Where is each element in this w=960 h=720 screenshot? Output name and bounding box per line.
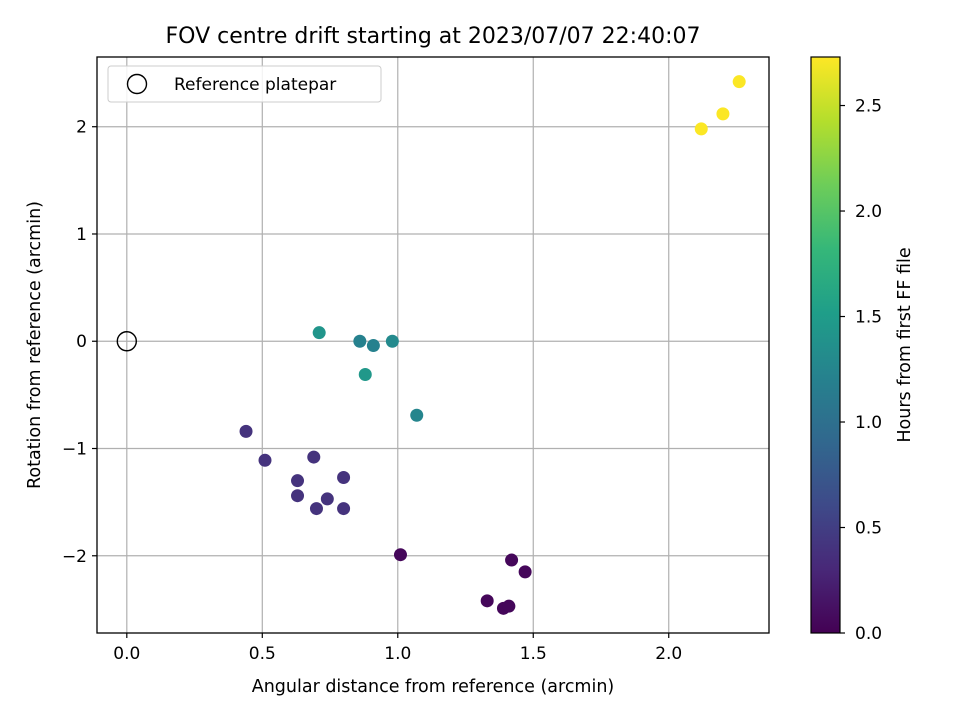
data-point bbox=[258, 453, 272, 467]
data-point bbox=[502, 599, 516, 613]
colorbar-tick-label: 2.0 bbox=[855, 202, 882, 222]
colorbar-label: Hours from first FF file bbox=[895, 247, 915, 442]
x-tick-label: 2.0 bbox=[655, 644, 682, 664]
data-points bbox=[116, 75, 746, 615]
colorbar bbox=[810, 56, 841, 634]
plot-frame bbox=[96, 56, 770, 634]
legend-box: Reference platepar bbox=[107, 65, 382, 103]
x-tick-label: 1.0 bbox=[384, 644, 411, 664]
x-tick-label: 1.5 bbox=[520, 644, 547, 664]
colorbar-tick-label: 2.5 bbox=[855, 97, 882, 117]
x-tick-label: 0.0 bbox=[113, 644, 140, 664]
y-tick-label: 2 bbox=[76, 118, 87, 138]
data-point bbox=[309, 502, 323, 516]
y-tick-label: −2 bbox=[62, 547, 87, 567]
data-point bbox=[366, 339, 380, 353]
colorbar-tick-label: 0.0 bbox=[855, 624, 882, 644]
data-point bbox=[480, 594, 494, 608]
data-point bbox=[385, 334, 399, 348]
colorbar-tick-label: 1.5 bbox=[855, 308, 882, 328]
data-point bbox=[518, 565, 532, 579]
colorbar-tick-label: 1.0 bbox=[855, 413, 882, 433]
x-tick-label: 0.5 bbox=[249, 644, 276, 664]
legend-label: Reference platepar bbox=[174, 75, 336, 95]
data-point bbox=[694, 122, 708, 136]
reference-platepar-marker bbox=[116, 331, 138, 352]
chart-title: FOV centre drift starting at 2023/07/07 … bbox=[166, 24, 701, 49]
y-tick-label: 1 bbox=[76, 225, 87, 245]
plot-area bbox=[97, 57, 769, 633]
y-tick-label: 0 bbox=[76, 332, 87, 352]
colorbar-tick-label: 0.5 bbox=[855, 519, 882, 539]
legend-marker-open-circle bbox=[126, 73, 148, 95]
data-point bbox=[307, 450, 321, 464]
data-point bbox=[291, 489, 305, 503]
data-point bbox=[291, 474, 305, 488]
data-point bbox=[358, 367, 372, 381]
data-point bbox=[312, 326, 326, 340]
data-point bbox=[353, 334, 367, 348]
grid-lines bbox=[97, 57, 769, 633]
data-point bbox=[239, 424, 253, 438]
data-point bbox=[505, 553, 519, 567]
data-point bbox=[320, 492, 334, 506]
axis-ticks: 0.0 0.5 1.0 1.5 2.0 −2 −1 0 1 2 bbox=[62, 118, 682, 664]
data-point bbox=[337, 502, 351, 516]
data-point bbox=[716, 107, 730, 121]
data-point bbox=[337, 470, 351, 484]
data-point bbox=[393, 548, 407, 562]
data-point bbox=[732, 75, 746, 89]
colorbar-ticks: 0.0 0.5 1.0 1.5 2.0 2.5 bbox=[840, 97, 882, 644]
y-axis-label: Rotation from reference (arcmin) bbox=[25, 201, 45, 489]
data-point bbox=[410, 408, 424, 422]
x-axis-label: Angular distance from reference (arcmin) bbox=[252, 677, 615, 697]
y-tick-label: −1 bbox=[62, 440, 87, 460]
